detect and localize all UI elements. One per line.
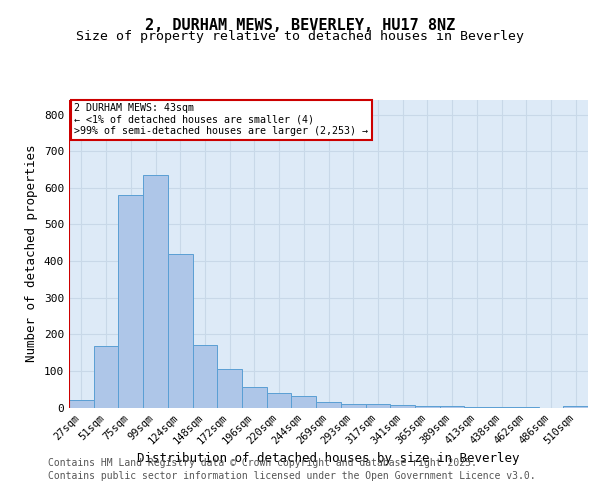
Text: Contains HM Land Registry data © Crown copyright and database right 2025.: Contains HM Land Registry data © Crown c… (48, 458, 477, 468)
Bar (365, 404, 390, 407)
Bar (390, 406, 415, 407)
Y-axis label: Number of detached properties: Number of detached properties (25, 145, 38, 362)
Bar (267, 393, 292, 407)
Bar (242, 386, 267, 407)
Bar (118, 195, 143, 408)
Bar (316, 402, 341, 407)
Bar (217, 369, 242, 408)
X-axis label: Distribution of detached houses by size in Beverley: Distribution of detached houses by size … (137, 452, 520, 464)
Bar (415, 406, 440, 407)
Text: Contains public sector information licensed under the Open Government Licence v3: Contains public sector information licen… (48, 471, 536, 481)
Bar (341, 404, 365, 407)
Text: Size of property relative to detached houses in Beverley: Size of property relative to detached ho… (76, 30, 524, 43)
Bar (168, 254, 193, 408)
Bar (94, 346, 118, 408)
Text: 2 DURHAM MEWS: 43sqm
← <1% of detached houses are smaller (4)
>99% of semi-detac: 2 DURHAM MEWS: 43sqm ← <1% of detached h… (74, 103, 368, 136)
Bar (464, 407, 489, 408)
Bar (440, 406, 464, 408)
Bar (563, 406, 588, 407)
Bar (292, 396, 316, 407)
Bar (69, 400, 94, 407)
Text: 2, DURHAM MEWS, BEVERLEY, HU17 8NZ: 2, DURHAM MEWS, BEVERLEY, HU17 8NZ (145, 18, 455, 32)
Bar (193, 344, 217, 408)
Bar (143, 175, 168, 408)
